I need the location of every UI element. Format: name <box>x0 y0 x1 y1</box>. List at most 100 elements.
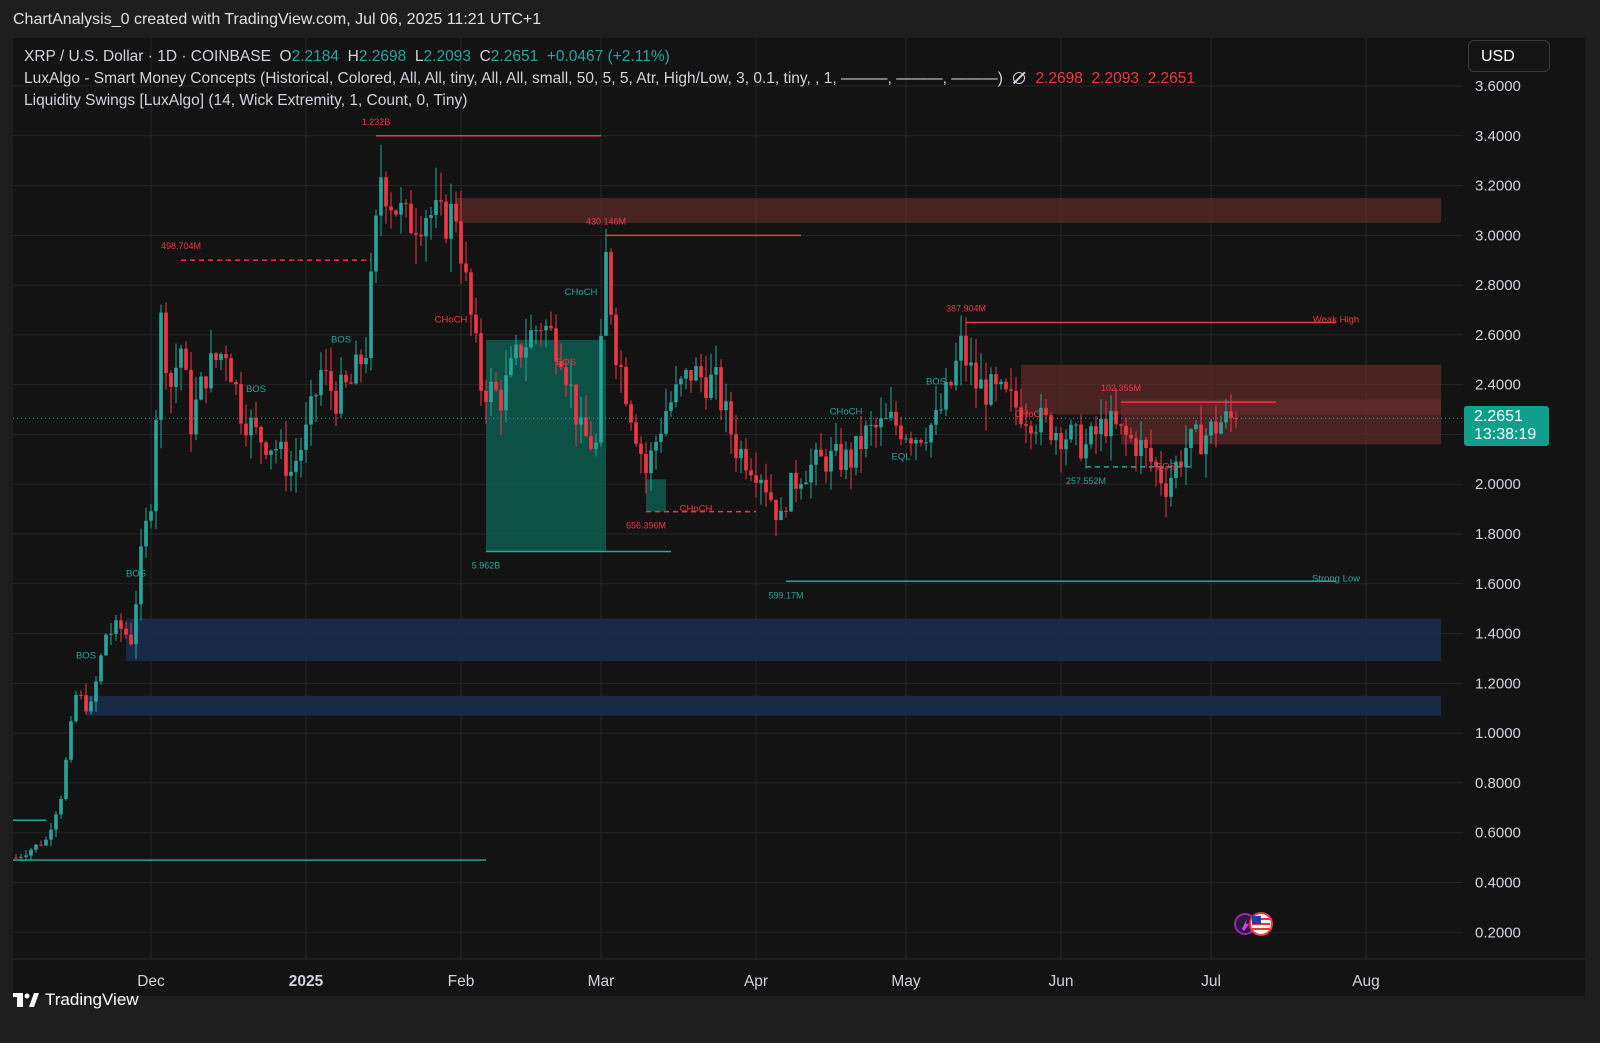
symbol-legend[interactable]: XRP / U.S. Dollar · 1D · COINBASE O2.218… <box>24 46 1195 68</box>
bullish-ob-zone <box>646 479 666 512</box>
candle-body <box>1014 390 1018 408</box>
candle-body <box>639 443 643 454</box>
indicator-liquidity-legend[interactable]: Liquidity Swings [LuxAlgo] (14, Wick Ext… <box>24 90 1195 112</box>
price-tick-label: 1.6000 <box>1475 576 1521 593</box>
candle-body <box>429 214 433 218</box>
currency-button[interactable]: USD <box>1468 40 1550 72</box>
candle-body <box>39 844 43 846</box>
open-label: O <box>279 48 292 65</box>
price-tick-label: 0.2000 <box>1475 924 1521 941</box>
candle-body <box>309 396 313 425</box>
level-volume-label: 599.17M <box>768 590 803 600</box>
candle-body <box>159 312 163 420</box>
level-volume-label: 257.552M <box>1066 476 1106 486</box>
candle-body <box>489 381 493 402</box>
candle-body <box>1194 424 1198 430</box>
structure-label: CHoCH <box>435 314 468 325</box>
candle-body <box>604 251 608 336</box>
candle-body <box>679 378 683 385</box>
candle-body <box>269 450 273 455</box>
candle-body <box>84 695 88 712</box>
candle-body <box>499 389 503 411</box>
candle-body <box>979 379 983 389</box>
candle-body <box>899 425 903 440</box>
price-tick-label: 0.6000 <box>1475 825 1521 842</box>
candle-body <box>1049 415 1053 441</box>
candle-body <box>844 449 848 471</box>
candle-body <box>989 374 993 405</box>
candle-body <box>19 856 23 858</box>
candle-body <box>179 348 183 368</box>
candle-body <box>244 423 248 436</box>
candle-body <box>964 335 968 366</box>
candle-body <box>959 335 963 361</box>
liquidity-levels: 1.232B 498.704M 430.146M 387.904M 102.355M 5.… <box>13 117 1336 861</box>
candle-body <box>139 546 143 605</box>
candle-body <box>889 411 893 418</box>
candle-body <box>809 464 813 483</box>
candle-body <box>384 177 388 207</box>
indicator-smc-name: LuxAlgo - Smart Money Concepts (Historic… <box>24 70 1003 87</box>
candle-body <box>934 410 938 425</box>
candle-body <box>699 366 703 378</box>
candle-body <box>1029 425 1033 434</box>
candle-body <box>44 839 48 846</box>
candle-body <box>1004 381 1008 390</box>
candle-body <box>739 448 743 459</box>
candle-body <box>294 460 298 472</box>
candle-body <box>484 390 488 402</box>
candle-body <box>189 369 193 435</box>
hidden-eye-icon[interactable] <box>1013 71 1026 84</box>
chart-pane[interactable]: 1.232B 498.704M 430.146M 387.904M 102.355M 5.… <box>13 38 1585 996</box>
candle-body <box>1089 426 1093 445</box>
candle-body <box>594 442 598 450</box>
candle-body <box>974 362 978 389</box>
candle-body <box>659 433 663 442</box>
level-volume-label: 102.355M <box>1101 383 1141 393</box>
candle-body <box>824 456 828 472</box>
candle-body <box>1204 435 1208 455</box>
structure-labels: BOS BOS BOS BOS CHoCH CHoCH BOS CHoCH CHoCH EQL BO… <box>76 287 1360 661</box>
candle-body <box>689 369 693 381</box>
candle-body <box>259 426 263 443</box>
candle-body <box>754 475 758 483</box>
structure-label: BOS <box>126 568 146 579</box>
candle-body <box>794 472 798 489</box>
candle-body <box>89 701 93 712</box>
candle-body <box>509 358 513 376</box>
candle-body <box>14 857 18 859</box>
tradingview-brand[interactable]: TradingView <box>13 990 139 1010</box>
bearish-ob-zone <box>456 198 1441 223</box>
bearish-ob-zone <box>1121 399 1441 445</box>
candle-body <box>924 442 928 444</box>
candle-body <box>1109 411 1113 437</box>
candle-body <box>649 450 653 474</box>
candle-body <box>929 424 933 443</box>
price-chart[interactable]: 1.232B 498.704M 430.146M 387.904M 102.355M 5.… <box>13 38 1585 996</box>
candle-body <box>374 215 378 272</box>
candle-body <box>919 439 923 443</box>
candle-body <box>459 221 463 264</box>
close-label: C <box>479 48 491 65</box>
us-flag-event-icon[interactable] <box>1233 910 1275 938</box>
candle-body <box>1079 424 1083 459</box>
candle-body <box>549 325 553 329</box>
candle-body <box>204 376 208 389</box>
candle-body <box>24 855 28 857</box>
structure-label: CHoCH <box>680 504 713 515</box>
time-tick-label: Jun <box>1049 973 1074 990</box>
candle-body <box>769 492 773 500</box>
candle-body <box>1034 432 1038 434</box>
indicator-smc-legend[interactable]: LuxAlgo - Smart Money Concepts (Historic… <box>24 68 1195 90</box>
candle-body <box>424 217 428 237</box>
candle-body <box>1139 439 1143 456</box>
blue-fvg-zone <box>86 695 1441 716</box>
indicator-value-2: 2.2093 <box>1091 70 1139 87</box>
price-axis-bg <box>1463 38 1585 996</box>
order-block-zones <box>86 198 1441 716</box>
candle-body <box>1104 419 1108 437</box>
candle-body <box>1224 411 1228 423</box>
candle-body <box>859 436 863 450</box>
last-price: 2.2651 <box>1474 408 1523 425</box>
candle-body <box>719 367 723 411</box>
